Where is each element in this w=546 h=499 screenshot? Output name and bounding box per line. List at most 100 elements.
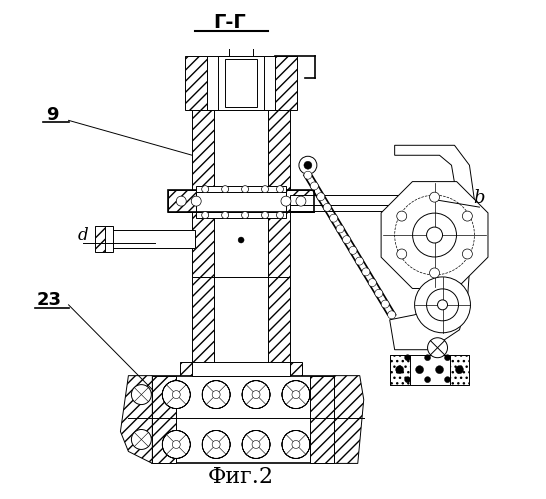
- Bar: [192, 212, 214, 277]
- Bar: [390, 355, 470, 385]
- Circle shape: [282, 431, 310, 459]
- Text: Г-Г: Г-Г: [213, 13, 246, 32]
- Polygon shape: [381, 182, 488, 288]
- Circle shape: [262, 186, 269, 193]
- Circle shape: [238, 237, 244, 243]
- Polygon shape: [121, 376, 152, 464]
- Circle shape: [396, 366, 403, 374]
- Bar: [196, 186, 286, 192]
- Text: 9: 9: [46, 106, 59, 124]
- Bar: [218, 55, 264, 110]
- Bar: [290, 195, 435, 205]
- Circle shape: [430, 192, 440, 202]
- Circle shape: [299, 156, 317, 174]
- Circle shape: [416, 366, 424, 374]
- Circle shape: [276, 186, 283, 193]
- Circle shape: [162, 381, 190, 409]
- Circle shape: [241, 212, 248, 219]
- Bar: [268, 212, 290, 277]
- Bar: [310, 376, 334, 464]
- Circle shape: [383, 183, 486, 287]
- Circle shape: [381, 300, 389, 308]
- Circle shape: [388, 311, 396, 319]
- Circle shape: [444, 377, 450, 383]
- Circle shape: [242, 381, 270, 409]
- Circle shape: [241, 186, 248, 193]
- Bar: [214, 110, 268, 190]
- Circle shape: [405, 377, 411, 383]
- Circle shape: [330, 214, 337, 222]
- Circle shape: [425, 355, 431, 361]
- Bar: [105, 226, 114, 252]
- Circle shape: [336, 225, 344, 233]
- Circle shape: [430, 268, 440, 278]
- Circle shape: [455, 366, 464, 374]
- Circle shape: [428, 338, 448, 358]
- Circle shape: [405, 355, 411, 361]
- Bar: [290, 205, 435, 211]
- Bar: [268, 277, 290, 367]
- Circle shape: [436, 366, 443, 374]
- Bar: [275, 55, 297, 110]
- Circle shape: [262, 212, 269, 219]
- Circle shape: [397, 211, 407, 221]
- Bar: [180, 362, 192, 376]
- Circle shape: [202, 431, 230, 459]
- Text: d: d: [77, 227, 88, 244]
- Circle shape: [132, 385, 151, 405]
- Circle shape: [292, 391, 300, 399]
- Bar: [168, 190, 196, 212]
- Circle shape: [342, 236, 351, 244]
- Bar: [192, 277, 214, 367]
- Circle shape: [355, 257, 364, 265]
- Bar: [214, 212, 268, 277]
- Bar: [290, 362, 302, 376]
- Circle shape: [252, 391, 260, 399]
- Circle shape: [282, 381, 310, 409]
- Circle shape: [462, 249, 472, 259]
- Bar: [152, 376, 334, 464]
- Circle shape: [369, 278, 376, 286]
- Circle shape: [242, 431, 270, 459]
- Circle shape: [202, 381, 230, 409]
- Circle shape: [304, 161, 312, 169]
- Bar: [286, 190, 314, 212]
- Circle shape: [397, 249, 407, 259]
- Bar: [185, 55, 207, 110]
- Circle shape: [222, 186, 229, 193]
- Circle shape: [310, 182, 318, 190]
- Circle shape: [426, 289, 459, 321]
- Circle shape: [413, 213, 456, 257]
- Circle shape: [437, 300, 448, 310]
- Circle shape: [212, 441, 220, 449]
- Bar: [192, 362, 290, 376]
- Polygon shape: [334, 376, 364, 464]
- Circle shape: [173, 391, 180, 399]
- Bar: [425, 188, 442, 218]
- Circle shape: [212, 391, 220, 399]
- Circle shape: [317, 193, 325, 201]
- Circle shape: [276, 212, 283, 219]
- Circle shape: [296, 196, 306, 206]
- Circle shape: [462, 211, 472, 221]
- Circle shape: [414, 277, 471, 333]
- Circle shape: [132, 430, 151, 450]
- Bar: [390, 355, 410, 385]
- Circle shape: [222, 212, 229, 219]
- Circle shape: [426, 227, 442, 243]
- Circle shape: [375, 289, 383, 297]
- Bar: [207, 55, 275, 110]
- Circle shape: [425, 377, 431, 383]
- Circle shape: [191, 196, 201, 206]
- Circle shape: [252, 441, 260, 449]
- Circle shape: [349, 247, 357, 254]
- Bar: [152, 376, 176, 464]
- Bar: [196, 212, 286, 218]
- Bar: [168, 190, 314, 212]
- Bar: [225, 58, 257, 107]
- Circle shape: [444, 355, 450, 361]
- Circle shape: [323, 204, 331, 212]
- Bar: [196, 190, 286, 212]
- Circle shape: [176, 196, 186, 206]
- Circle shape: [201, 212, 209, 219]
